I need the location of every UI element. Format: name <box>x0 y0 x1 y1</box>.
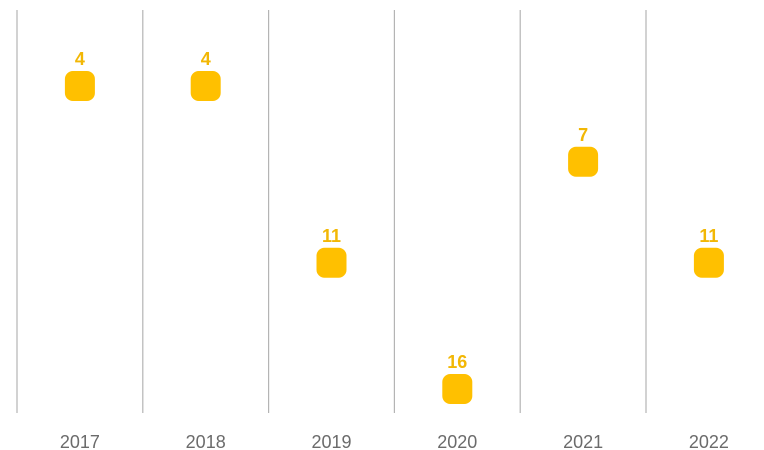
data-labels: 4 4 11 16 7 11 <box>75 49 719 372</box>
x-tick-label-2019: 2019 <box>311 432 351 450</box>
x-tick-label-2017: 2017 <box>60 432 100 450</box>
data-label-2020: 16 <box>447 352 467 372</box>
gridlines <box>16 10 647 413</box>
data-point-2018 <box>190 71 221 101</box>
data-point-2020 <box>442 374 473 404</box>
data-label-2018: 4 <box>201 49 211 69</box>
data-point-2019 <box>316 247 347 278</box>
data-point-2022 <box>693 247 724 278</box>
data-label-2022: 11 <box>699 226 718 246</box>
x-axis-tick-labels: 2017 2018 2019 2020 2021 2022 <box>60 432 729 450</box>
data-label-2021: 7 <box>578 125 588 145</box>
x-tick-label-2021: 2021 <box>563 432 603 450</box>
x-tick-label-2022: 2022 <box>689 432 729 450</box>
data-markers <box>64 71 724 404</box>
data-point-2017 <box>64 71 95 101</box>
data-label-2019: 11 <box>322 226 341 246</box>
x-tick-label-2018: 2018 <box>186 432 226 450</box>
data-label-2017: 4 <box>75 49 85 69</box>
x-tick-label-2020: 2020 <box>437 432 477 450</box>
data-point-2021 <box>568 146 599 177</box>
